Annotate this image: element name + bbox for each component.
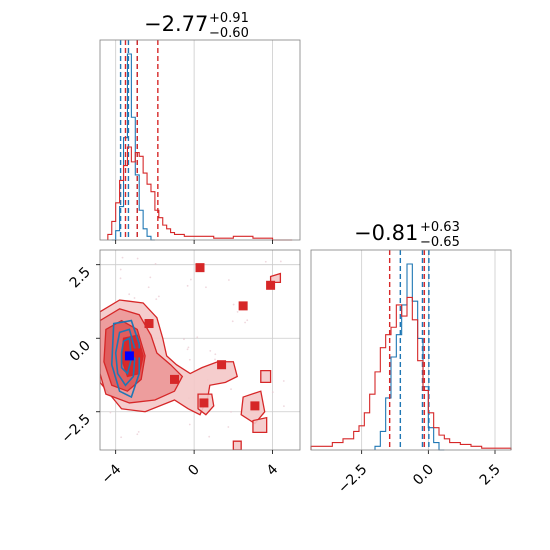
histogram-series-0 [111,53,155,241]
sample-point [189,278,192,281]
sample-point [230,388,232,391]
sample-point [183,338,185,341]
red-square-marker [250,401,260,411]
sample-point [236,310,239,313]
sample-point [205,286,207,289]
histogram-series-0 [374,263,445,451]
blue-contour-inner [120,336,133,376]
sample-point [186,348,189,351]
sample-point [214,353,217,356]
x-tick-label: −4 [99,461,125,487]
sample-point [279,260,282,263]
sample-point [271,391,274,394]
contour-layer [100,256,285,450]
sample-point [186,284,189,287]
sample-point [149,276,152,279]
sample-point [121,256,124,259]
red-square-marker [217,360,227,370]
sample-point [119,277,122,280]
title-param-0-main: −2.77 [144,12,208,36]
sample-point [232,303,235,306]
panel-frame [310,249,512,451]
sample-point [119,268,122,271]
histogram-param-1-panel: −2.5 0.0 2.5 [310,249,512,497]
contour-island [269,272,282,284]
sample-point [227,279,230,281]
x-tick-label: 2.5 [477,462,504,489]
sample-point [227,426,230,428]
y-tick-label: 2.5 [67,264,94,291]
histogram-series-1 [310,296,512,450]
sample-point [136,433,139,436]
blue-square-marker [124,351,134,361]
sample-point [133,297,136,299]
histogram-param-0-panel [99,39,301,244]
contour-panel: −4 0 4 2.5 0.0 −2.5 [58,249,301,487]
sample-point [137,430,140,433]
sample-point [214,358,216,361]
sample-point [120,436,123,439]
red-square-marker [199,398,209,408]
sample-point [282,380,285,382]
red-square-marker [132,348,142,358]
title-param-1-sup: +0.63 [420,220,460,235]
title-param-1-sub: −0.65 [420,235,460,250]
blue-contour-outer [110,319,141,399]
title-param-1-main: −0.81 [354,221,418,245]
x-tick-label: 0 [185,462,203,480]
sample-point [155,298,158,301]
sample-point [244,321,247,324]
sample-point [109,411,112,414]
red-square-marker [170,374,180,384]
sample-point [209,349,212,352]
panel-frame [99,249,301,451]
sample-point [264,260,267,263]
red-square-marker [266,280,276,290]
title-param-0-sup: +0.91 [209,11,249,26]
panel-frame [99,39,301,241]
sample-point [128,293,131,296]
sample-point [208,435,211,438]
red-square-marker [238,301,248,311]
y-tick-label: 0.0 [67,338,94,365]
x-tick-label: −2.5 [335,462,370,497]
sample-point [157,295,160,298]
sample-point [230,411,232,413]
sample-point [231,320,234,323]
blue-contour-mid [114,328,137,387]
sample-point [147,286,150,289]
sample-point [188,358,191,361]
red-square-marker [195,263,205,273]
sample-point [188,423,191,426]
red-square-marker [144,319,154,329]
histogram-series-1 [107,146,293,241]
x-tick-label: 0.0 [410,462,437,489]
y-tick-label: −2.5 [58,411,93,446]
sample-point [187,346,190,349]
sample-point [136,257,139,260]
x-tick-label: 4 [264,461,282,479]
contour-island [232,440,242,450]
contour-island [260,369,272,384]
title-param-0-sub: −0.60 [209,26,249,41]
contour-island [252,416,268,434]
sample-point [246,319,249,322]
sample-point [154,263,157,265]
sample-point [196,336,199,339]
sample-point [283,405,285,408]
